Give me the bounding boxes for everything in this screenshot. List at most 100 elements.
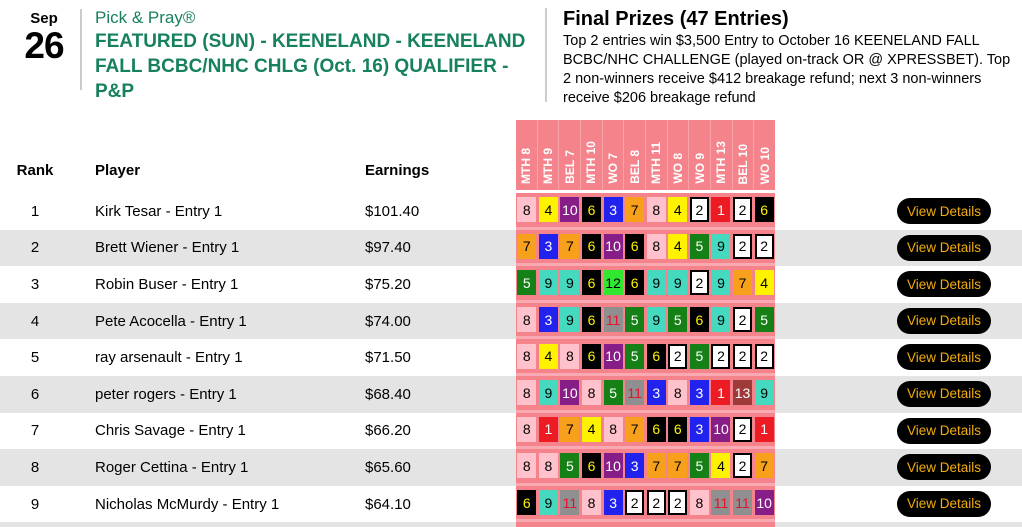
pick-col: 7 (624, 416, 646, 442)
pick-cell: 3 (689, 416, 709, 442)
pick-cell: 8 (582, 380, 602, 406)
pick-col: 2 (732, 343, 754, 369)
player-cell: Brett Wiener - Entry 1 (95, 239, 240, 257)
pick-cell: 9 (538, 490, 558, 516)
pick-cell: 5 (603, 380, 623, 406)
view-details-button[interactable]: View Details (897, 198, 991, 224)
pick-col: 2 (732, 453, 754, 479)
pick-cell: 5 (754, 307, 774, 333)
race-column-label: BEL 7 (562, 150, 577, 184)
pick-col: 7 (559, 233, 581, 259)
pick-col: 6 (581, 233, 603, 259)
pick-col: 2 (624, 490, 646, 516)
pick-col: 4 (710, 453, 732, 479)
prizes-description: Top 2 entries win $3,500 Entry to Octobe… (563, 33, 1011, 106)
earnings-cell: $74.00 (365, 312, 411, 330)
pick-col: 10 (753, 490, 775, 516)
pick-col: 6 (645, 416, 667, 442)
view-details-button[interactable]: View Details (897, 271, 991, 298)
pick-col: 11 (732, 490, 754, 516)
pick-col: 9 (538, 490, 560, 516)
pick-cell: 6 (754, 197, 774, 223)
view-details-button[interactable]: View Details (897, 490, 991, 517)
pick-col: 5 (689, 343, 711, 369)
pick-cell: 10 (711, 416, 731, 442)
pick-col: 5 (689, 233, 711, 259)
pick-cell: 8 (689, 490, 709, 516)
pick-col: 3 (645, 380, 667, 406)
earnings-cell: $66.20 (365, 422, 411, 440)
pick-col: 9 (559, 270, 581, 296)
race-column-header: WO 7 (603, 120, 625, 190)
pick-col: 2 (689, 270, 711, 296)
pick-cell: 9 (560, 307, 580, 333)
pick-cell: 8 (517, 380, 537, 406)
pick-cell: 3 (625, 453, 645, 479)
pick-cell: 7 (646, 453, 666, 479)
view-details-button[interactable]: View Details (897, 344, 991, 371)
pick-cell: 6 (625, 233, 645, 259)
pick-col: 8 (645, 197, 667, 223)
pick-cell: 9 (711, 270, 731, 296)
pick-cell: 3 (689, 380, 709, 406)
pick-col: 7 (732, 270, 754, 296)
pick-cell: 2 (733, 307, 753, 333)
rank-cell: 5 (30, 349, 40, 367)
pick-col: 2 (753, 233, 775, 259)
pick-col: 1 (710, 380, 732, 406)
event-title-block: Pick & Pray® FEATURED (SUN) - KEENELAND … (95, 7, 545, 104)
pick-cell: 11 (560, 490, 580, 516)
pick-col: 7 (667, 453, 689, 479)
player-cell: Robin Buser - Entry 1 (95, 275, 239, 293)
pick-cell: 7 (625, 416, 645, 442)
picks-band: 8 4 10 6 3 7 8 4 2 1 2 6 (516, 193, 775, 230)
view-details-button[interactable]: View Details (897, 454, 991, 481)
pick-col: 1 (753, 416, 775, 442)
pick-col: 5 (753, 307, 775, 333)
race-column-header: WO 9 (689, 120, 712, 190)
pick-col: 10 (710, 416, 732, 442)
pick-cell: 3 (603, 490, 623, 516)
player-cell: Pete Acocella - Entry 1 (95, 312, 247, 330)
pick-col: 6 (645, 343, 667, 369)
pick-col: 6 (753, 197, 775, 223)
pick-cell: 8 (517, 343, 537, 369)
pick-cell: 11 (625, 380, 645, 406)
pick-col: 9 (559, 307, 581, 333)
view-details-button[interactable]: View Details (897, 380, 991, 407)
pick-col: 3 (689, 416, 711, 442)
pick-col: 8 (516, 307, 538, 333)
pick-col: 6 (581, 307, 603, 333)
pick-cell: 9 (538, 380, 558, 406)
pick-cell: 8 (582, 490, 602, 516)
pick-cell: 5 (517, 270, 537, 296)
rank-cell: 2 (30, 239, 40, 257)
earnings-cell: $97.40 (365, 239, 411, 257)
pick-cell: 8 (560, 343, 580, 369)
race-column-header: BEL 10 (733, 120, 755, 190)
race-column-label: WO 10 (757, 146, 772, 184)
pick-cell: 1 (754, 416, 774, 442)
pick-cell: 2 (625, 490, 645, 516)
pick-col: 5 (602, 380, 624, 406)
pick-col: 6 (689, 307, 711, 333)
pick-col: 1 (710, 197, 732, 223)
pick-col: 9 (710, 233, 732, 259)
pick-cell: 4 (538, 197, 558, 223)
pick-cell: 2 (754, 343, 774, 369)
pick-col: 2 (667, 490, 689, 516)
pick-cell: 8 (517, 453, 537, 479)
pick-col: 11 (624, 380, 646, 406)
picks-band: 8 8 5 6 10 3 7 7 5 4 2 7 (516, 449, 775, 486)
view-details-button[interactable]: View Details (897, 307, 991, 334)
race-column-label: WO 7 (606, 153, 621, 184)
header-divider (80, 9, 82, 90)
pick-cell: 9 (668, 270, 688, 296)
picks-band: 5 9 9 6 12 6 9 9 2 9 7 4 (516, 266, 775, 303)
pick-col: 5 (516, 270, 538, 296)
pick-col: 8 (645, 233, 667, 259)
view-details-button[interactable]: View Details (897, 417, 991, 444)
view-details-button[interactable]: View Details (897, 234, 991, 261)
header-divider (545, 8, 547, 102)
pick-col: 2 (732, 197, 754, 223)
